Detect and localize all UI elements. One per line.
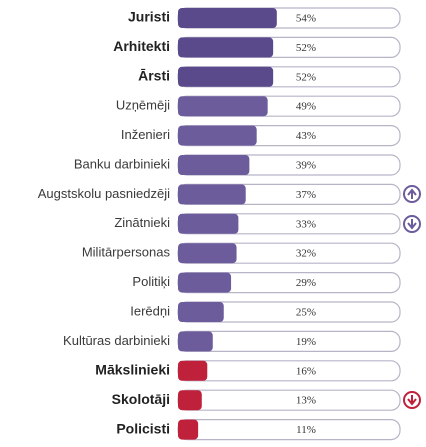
bar <box>178 302 224 322</box>
bar <box>178 66 274 87</box>
category-label: Arhitekti <box>113 38 170 54</box>
value-label: 52% <box>296 42 316 54</box>
bar <box>178 8 277 28</box>
value-label: 32% <box>296 248 316 260</box>
category-label: Banku darbinieki <box>74 156 170 171</box>
value-label: 39% <box>296 160 316 172</box>
bar <box>178 272 232 293</box>
category-label: Ierēdņi <box>130 303 170 318</box>
bar-track <box>177 360 401 382</box>
value-label: 11% <box>296 424 316 436</box>
trend-icon <box>403 185 421 203</box>
category-label: Ārsti <box>138 68 170 84</box>
bar-track <box>177 419 401 441</box>
bar <box>178 419 199 440</box>
bar <box>178 390 202 411</box>
value-label: 37% <box>296 189 316 201</box>
value-label: 52% <box>296 71 316 83</box>
value-label: 13% <box>296 395 316 407</box>
value-label: 54% <box>296 13 316 25</box>
bar <box>178 155 250 175</box>
category-label: Mākslinieki <box>95 362 170 378</box>
value-label: 19% <box>296 336 316 348</box>
category-label: Augstskolu pasniedzēji <box>38 186 170 201</box>
bar <box>178 213 239 234</box>
value-label: 16% <box>296 365 316 377</box>
category-label: Militārpersonas <box>82 245 171 260</box>
value-label: 33% <box>296 218 316 230</box>
value-label: 43% <box>296 130 316 142</box>
value-label: 29% <box>296 277 316 289</box>
value-label: 49% <box>296 101 316 113</box>
category-label: Uzņēmēji <box>116 98 170 113</box>
category-label: Politiķi <box>132 274 170 289</box>
category-label: Skolotāji <box>112 391 170 407</box>
bar <box>178 96 268 117</box>
trend-icon <box>403 215 421 233</box>
trend-icon <box>403 391 421 409</box>
bar <box>178 125 257 146</box>
bar <box>178 37 274 58</box>
category-label: Juristi <box>128 9 170 25</box>
category-label: Zinātnieki <box>114 215 170 230</box>
bar-track <box>177 389 401 411</box>
bar <box>178 243 237 264</box>
trend-icons <box>403 185 421 409</box>
bar <box>178 360 208 381</box>
category-label: Kultūras darbinieki <box>63 333 170 348</box>
value-label: 25% <box>296 307 316 319</box>
category-label: Inženieri <box>121 127 170 142</box>
bar <box>178 331 213 352</box>
category-label: Policisti <box>116 420 170 436</box>
bar <box>178 184 246 205</box>
